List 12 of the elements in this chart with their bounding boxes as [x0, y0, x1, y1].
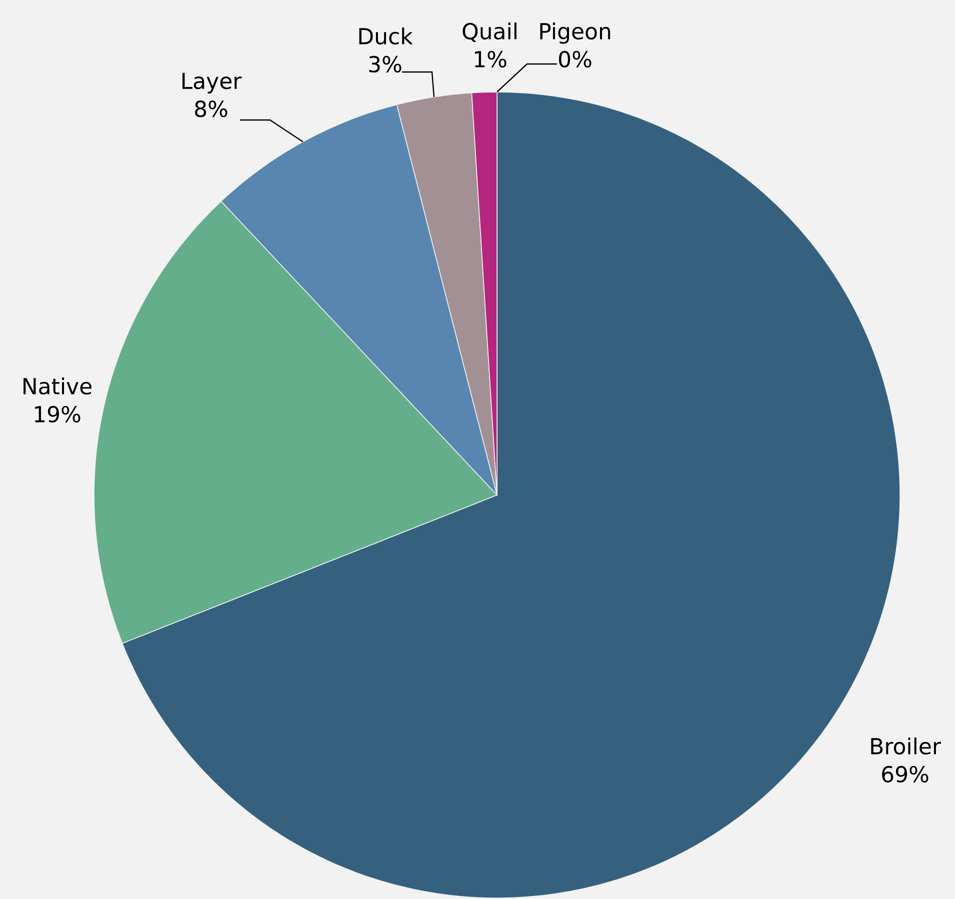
data-label: 69% — [882, 766, 928, 783]
slice-label: Quail — [462, 22, 516, 42]
text: 0% — [559, 50, 592, 68]
slice-label: Broiler — [871, 738, 942, 755]
category-label: Pigeon — [540, 22, 610, 44]
data-label: 3% — [369, 56, 402, 73]
slice-label: Layer — [182, 72, 242, 94]
slice-label: Native — [24, 377, 92, 395]
data-label: 1% — [474, 50, 506, 68]
data-label: 8% — [195, 100, 228, 118]
slice-label: Duck — [359, 27, 413, 45]
data-label: 19% — [34, 406, 80, 423]
